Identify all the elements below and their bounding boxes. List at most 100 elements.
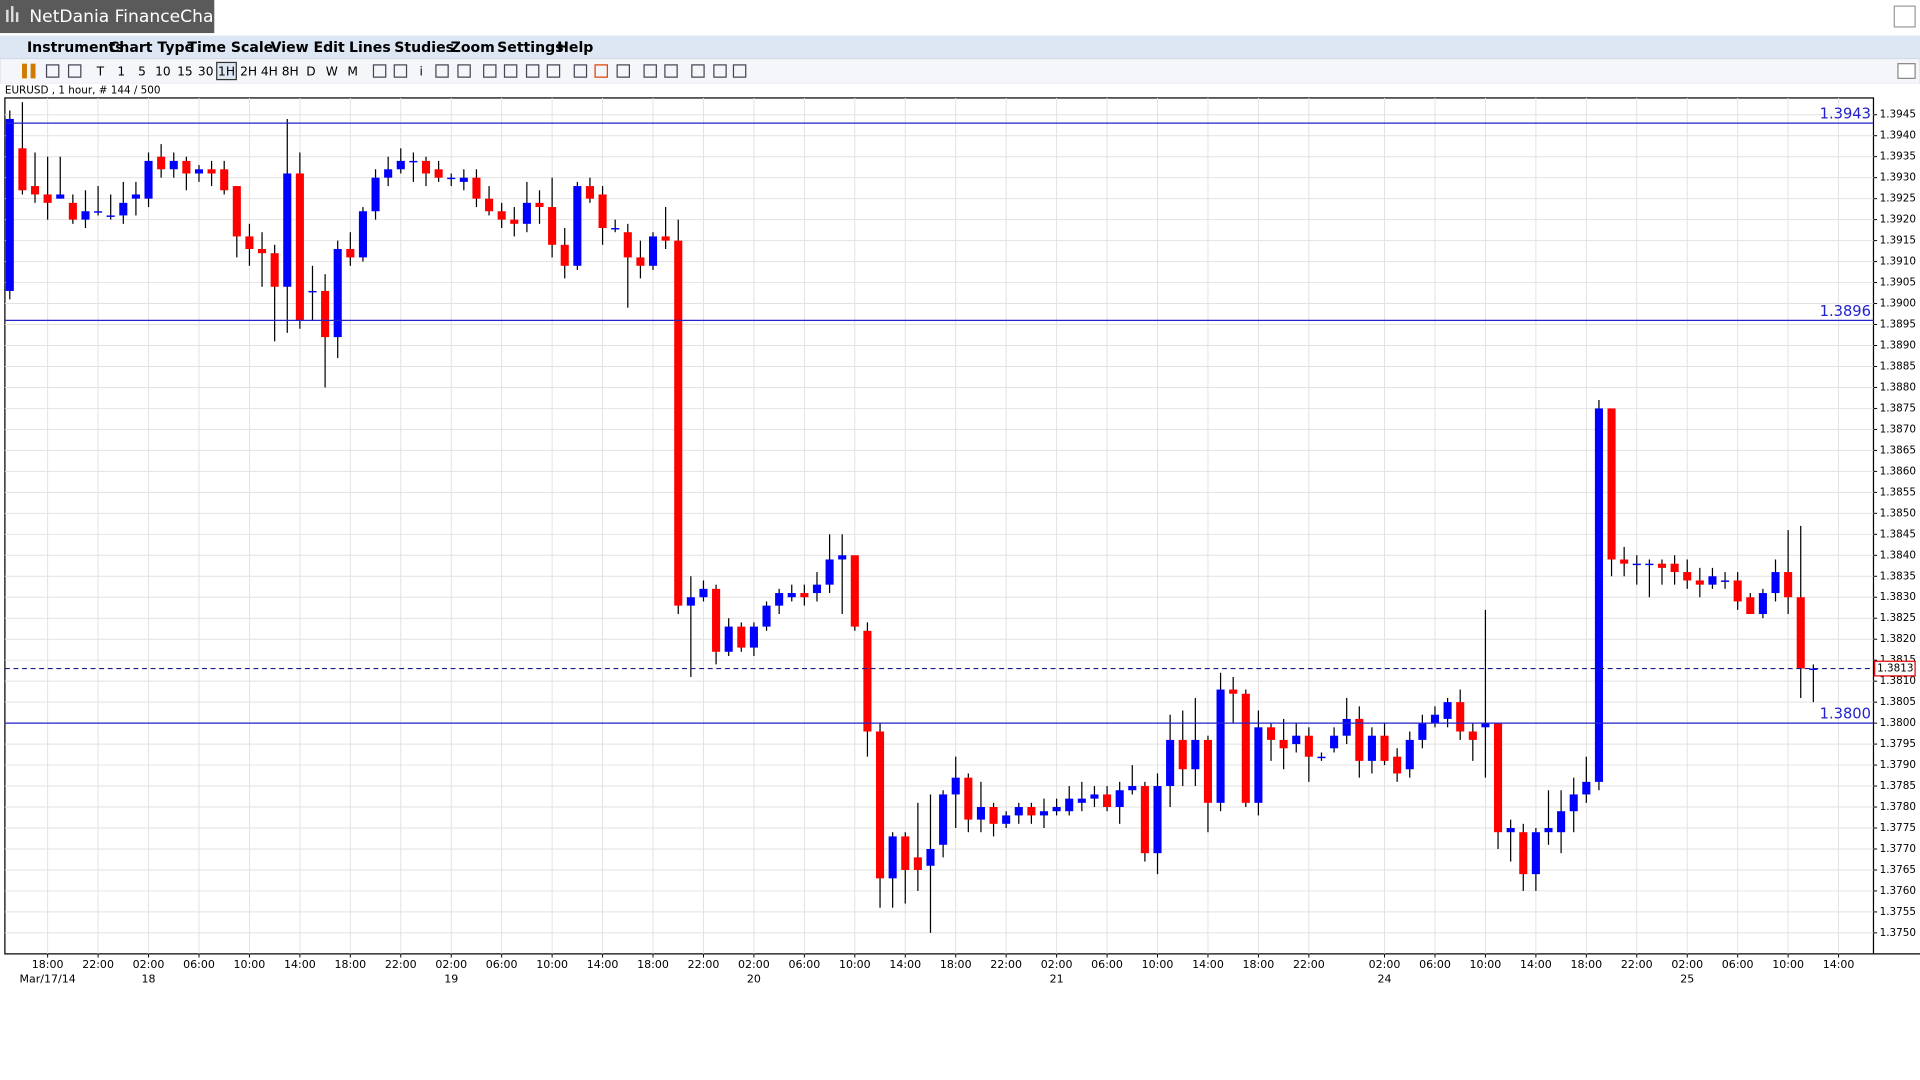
toolbar-icon[interactable] (503, 64, 518, 78)
toolbar-icon[interactable] (691, 64, 705, 78)
y-tick-label: 1.3810 (1880, 675, 1916, 687)
y-tick-label: 1.3885 (1880, 360, 1916, 372)
menu-item[interactable]: Instruments (27, 40, 124, 56)
candle-body (1695, 580, 1704, 585)
toolbar-icon[interactable] (483, 64, 497, 78)
candle-body (1128, 786, 1137, 791)
toolbar-icon[interactable] (713, 64, 727, 78)
x-tick-label: 18:00 (334, 958, 366, 971)
candle-body (5, 118, 14, 291)
candle-body (358, 211, 367, 258)
menu-item[interactable]: View (271, 40, 309, 56)
candle-body (1241, 693, 1250, 803)
candle-body (724, 626, 733, 652)
candle-body (207, 169, 216, 174)
toolbar-icon[interactable] (393, 64, 408, 78)
toolbar-button[interactable]: 2H (240, 65, 257, 79)
candle-body (1229, 689, 1238, 694)
candle-body (1708, 576, 1717, 585)
candle-body (1279, 739, 1288, 749)
candle-body (182, 160, 191, 174)
toolbar-button[interactable]: 8H (282, 65, 299, 79)
toolbar-button[interactable]: D (306, 65, 315, 79)
toolbar-button[interactable]: 5 (138, 65, 146, 79)
menu-item[interactable]: Settings (497, 40, 563, 56)
window-control[interactable] (1893, 5, 1916, 28)
candle-body (1216, 689, 1225, 803)
candle-body (421, 160, 431, 174)
toolbar-icon[interactable] (616, 64, 630, 78)
toolbar-icon[interactable] (643, 64, 657, 78)
candle-body (1784, 572, 1793, 598)
x-tick-label: 14:00 (284, 958, 316, 971)
toolbar-button-active[interactable] (216, 61, 237, 81)
toolbar-icon[interactable] (594, 64, 608, 78)
candle-body (1557, 811, 1566, 833)
candle-body (157, 156, 166, 170)
toolbar-icon[interactable] (457, 64, 471, 78)
toolbar-icon[interactable] (435, 64, 449, 78)
toolbar-button[interactable]: 15 (177, 65, 193, 79)
candle-body (321, 290, 330, 338)
candle-body (1355, 718, 1364, 761)
toolbar-icon[interactable] (732, 64, 747, 78)
candle-body (888, 836, 897, 879)
toolbar-icon[interactable] (546, 64, 561, 78)
toolbar-icon[interactable] (30, 63, 36, 79)
candle-body (169, 160, 178, 170)
candle-body (1607, 408, 1616, 560)
toolbar-icon[interactable] (22, 63, 27, 79)
menu-item[interactable]: Zoom (451, 40, 495, 56)
candle-body (674, 240, 683, 606)
toolbar-button[interactable]: 4H (261, 65, 278, 79)
toolbar-icon[interactable] (573, 64, 588, 78)
date-label: 25 (1680, 973, 1694, 986)
menu-item[interactable]: Lines (349, 40, 391, 56)
y-tick-label: 1.3845 (1880, 528, 1916, 540)
candle-body (119, 202, 128, 216)
toolbar-icon[interactable] (372, 64, 387, 78)
toolbar-button[interactable]: i (420, 65, 423, 79)
candle-body (1027, 807, 1036, 816)
candle-body (459, 177, 468, 182)
y-tick-label: 1.3800 (1880, 717, 1916, 729)
candle-body (384, 169, 393, 178)
menu-item[interactable]: Chart Type (109, 40, 194, 56)
candle-body (371, 177, 380, 212)
menu-item[interactable]: Time Scale (187, 40, 273, 56)
candle-body (106, 215, 115, 217)
candle-body (1657, 563, 1667, 568)
toolbar-button[interactable]: 30 (198, 65, 214, 79)
candle-body (1443, 702, 1452, 719)
menu-item[interactable]: Help (557, 40, 593, 56)
candle-body (1090, 794, 1099, 799)
toolbar-button[interactable] (1897, 63, 1916, 79)
menu-item[interactable]: Edit (313, 40, 345, 56)
y-tick-label: 1.3935 (1880, 151, 1916, 163)
toolbar-icon[interactable] (67, 64, 82, 78)
toolbar-icon[interactable] (45, 64, 60, 78)
toolbar-icon[interactable] (525, 64, 540, 78)
toolbar-button[interactable]: 10 (155, 65, 171, 79)
candle-body (648, 236, 658, 266)
toolbar-button[interactable]: 1 (117, 65, 125, 79)
x-tick-label: 22:00 (1293, 958, 1325, 971)
y-tick-label: 1.3915 (1880, 235, 1916, 247)
candle-body (737, 626, 746, 648)
toolbar-button[interactable]: W (326, 65, 338, 79)
x-tick-label: 06:00 (1722, 958, 1754, 971)
candle-body (686, 597, 695, 606)
toolbar-icon[interactable] (664, 64, 678, 78)
y-tick-label: 1.3785 (1880, 780, 1916, 792)
x-tick-label: 06:00 (486, 958, 518, 971)
x-tick-label: 06:00 (1091, 958, 1123, 971)
toolbar-button[interactable]: 1H (218, 65, 235, 79)
y-tick-label: 1.3755 (1880, 906, 1916, 918)
menu-item[interactable]: Studies (394, 40, 454, 56)
toolbar-button[interactable]: M (347, 65, 358, 79)
x-tick-label: 10:00 (234, 958, 266, 971)
x-tick-label: 06:00 (183, 958, 215, 971)
toolbar-button[interactable]: T (96, 65, 105, 79)
candle-body (825, 559, 834, 585)
